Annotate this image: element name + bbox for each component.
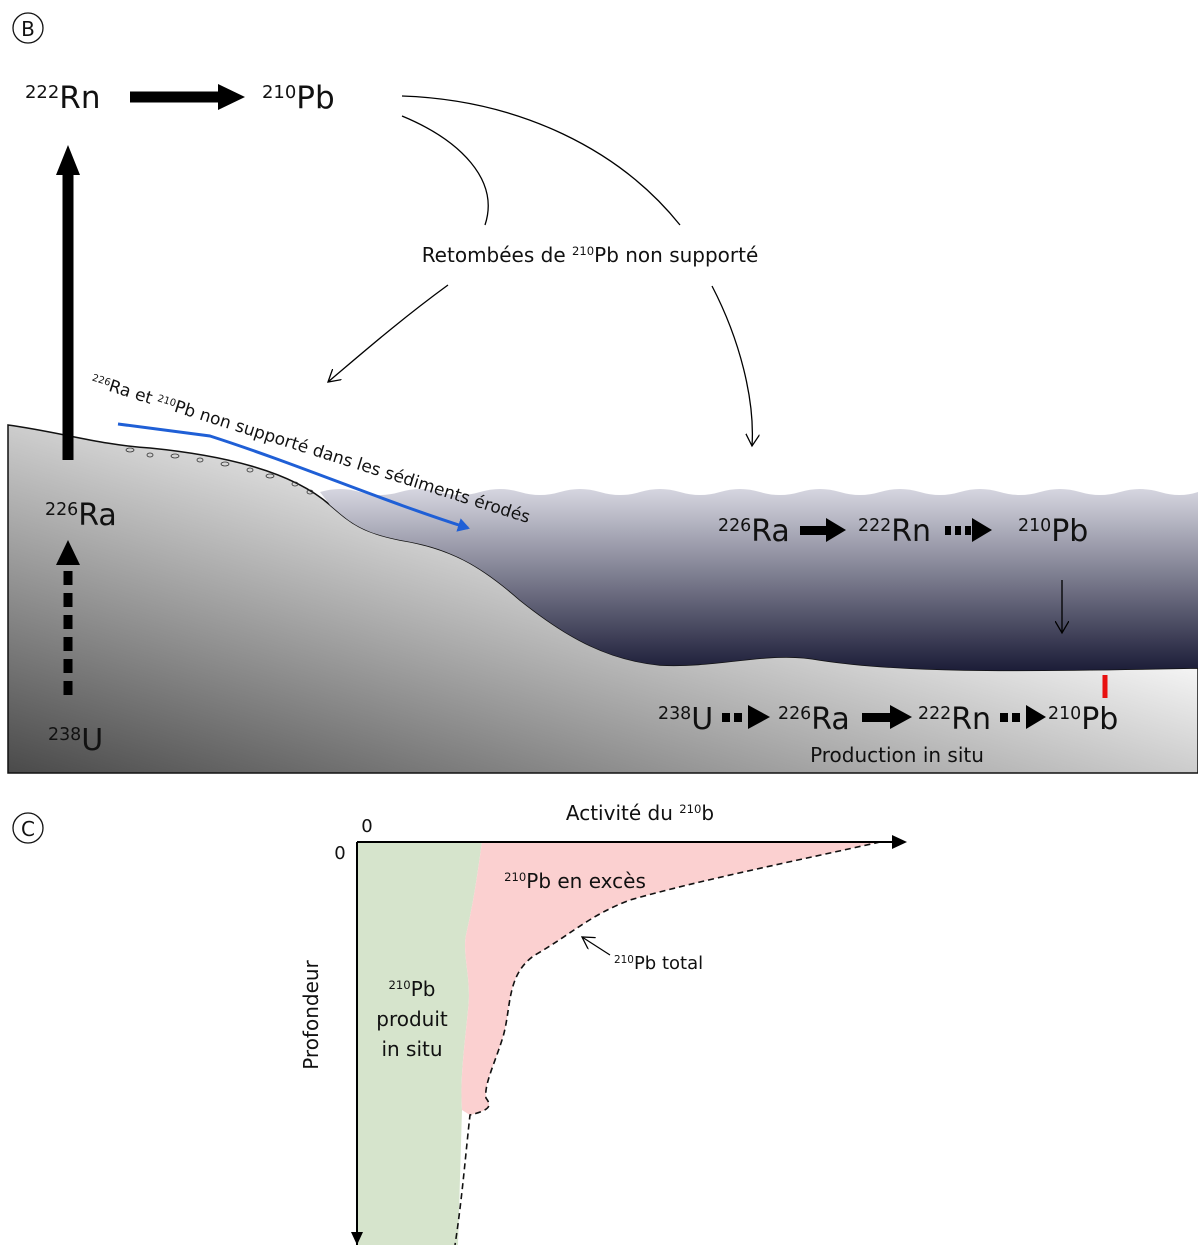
- in-situ-label: 210Pb: [389, 977, 436, 1001]
- y-axis-title: Profondeur: [299, 959, 323, 1069]
- mass-number: 222: [25, 82, 59, 103]
- y-axis-head: [351, 1232, 363, 1245]
- text-part: Rn: [59, 80, 100, 116]
- mass-number: 226: [718, 516, 751, 536]
- nuclide: 210Pb: [1018, 514, 1088, 549]
- total-label: 210Pb total: [614, 953, 703, 974]
- text-part: produit: [376, 1007, 448, 1031]
- mass-number: 226: [778, 704, 811, 724]
- mass-number: 210: [262, 82, 296, 103]
- mass-number: 210: [389, 978, 411, 992]
- erosion-arrow: [117, 422, 470, 532]
- nuclide: 222Rn: [918, 702, 991, 737]
- caption: Production in situ: [810, 743, 984, 767]
- panel-b-badge: [12, 12, 44, 44]
- text-part: Rn: [951, 702, 991, 737]
- panel-c-label: C: [21, 817, 35, 841]
- in-situ-label: in situ: [381, 1037, 442, 1061]
- text-part: Pb en excès: [526, 869, 646, 893]
- mass-number: 222: [858, 516, 891, 536]
- text-part: b: [701, 801, 714, 825]
- text-part: Pb: [296, 80, 334, 116]
- text-part: Ra: [78, 498, 117, 533]
- nuclide: 222Rn: [25, 80, 100, 116]
- excess-label: 210Pb en excès: [504, 869, 646, 893]
- text-part: Pb: [411, 977, 436, 1001]
- fallout-curves: [328, 95, 752, 446]
- x-axis-title: Activité du 210b: [566, 801, 714, 825]
- text-part: Ra et: [106, 376, 160, 410]
- rn-pb-head: [218, 84, 245, 110]
- nuclide: 210Pb: [262, 80, 335, 116]
- text-part: Rn: [891, 514, 931, 549]
- mass-number: 210: [1048, 704, 1081, 724]
- text-part: Ra: [751, 514, 790, 549]
- x-axis-head: [892, 835, 907, 849]
- nuclide: 238U: [48, 723, 103, 758]
- mass-number: 210: [572, 244, 594, 258]
- text-part: Pb total: [634, 953, 703, 974]
- chain-arrows: [722, 518, 1046, 729]
- rn-rise-head: [56, 145, 80, 175]
- mass-number: 210: [614, 954, 634, 966]
- text-part: Pb: [1051, 514, 1088, 549]
- nuclide: 226Ra: [718, 514, 790, 549]
- total-pointer: [582, 937, 611, 956]
- text-part: Pb non supporté: [594, 243, 758, 267]
- nuclide: 226Ra: [778, 702, 850, 737]
- mass-number: 210: [156, 393, 177, 409]
- text-part: U: [81, 723, 103, 758]
- text-part: U: [691, 702, 713, 737]
- text-part: in situ: [381, 1037, 442, 1061]
- mass-number: 238: [658, 704, 691, 724]
- y-origin: 0: [334, 843, 345, 864]
- panel-c-badge: [12, 812, 44, 844]
- text-part: Pb: [1081, 702, 1118, 737]
- in-situ-label: produit: [376, 1007, 448, 1031]
- mass-number: 210: [1018, 516, 1051, 536]
- text-part: Retombées de: [422, 243, 572, 267]
- in-situ-area: [357, 842, 482, 1245]
- mass-number: 210: [679, 802, 701, 816]
- nuclide: 210Pb: [1048, 702, 1118, 737]
- x-origin: 0: [361, 816, 372, 837]
- mass-number: 226: [45, 500, 78, 520]
- mass-number: 210: [504, 870, 526, 884]
- panel-b-label: B: [21, 17, 35, 41]
- nuclide: 226Ra: [45, 498, 117, 533]
- nuclide: 222Rn: [858, 514, 931, 549]
- mass-number: 226: [91, 372, 112, 388]
- u-decay-head: [56, 540, 80, 565]
- nuclide: 238U: [658, 702, 713, 737]
- text-part: Activité du: [566, 801, 679, 825]
- mass-number: 222: [918, 704, 951, 724]
- total-curve: [454, 841, 881, 1245]
- pebbles: [125, 447, 314, 495]
- fallout-label: Retombées de 210Pb non supporté: [422, 243, 759, 267]
- excess-area: [461, 842, 880, 1115]
- text-part: Ra: [811, 702, 850, 737]
- mass-number: 238: [48, 725, 81, 745]
